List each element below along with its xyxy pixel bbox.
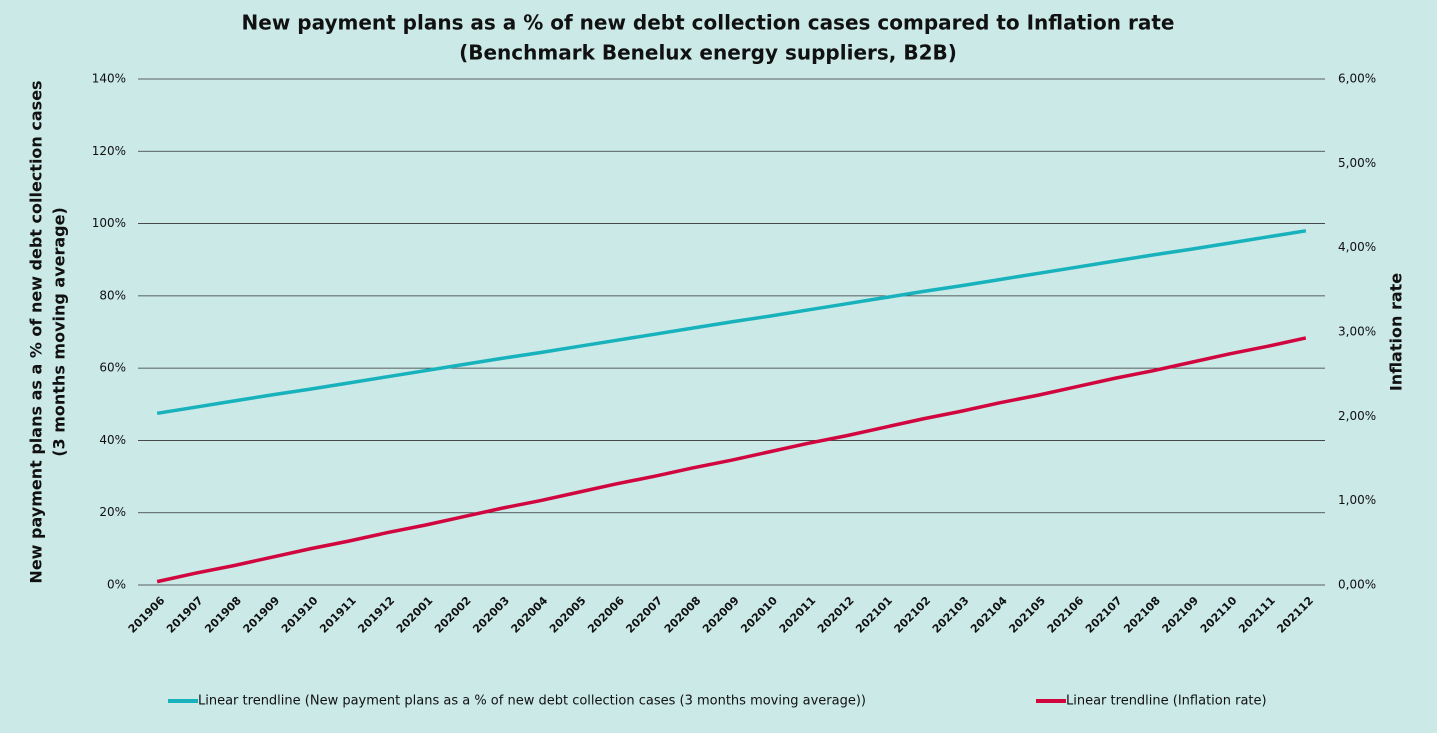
y-tick-label: 140% bbox=[92, 72, 126, 86]
legend-label: Linear trendline (Inflation rate) bbox=[1066, 694, 1267, 709]
y-tick-label: 60% bbox=[99, 361, 126, 375]
y-tick-label: 120% bbox=[92, 144, 126, 158]
y2-tick-label: 2,00% bbox=[1338, 409, 1376, 423]
y2-tick-label: 4,00% bbox=[1338, 240, 1376, 254]
y-tick-label: 40% bbox=[99, 433, 126, 447]
y2-tick-label: 1,00% bbox=[1338, 493, 1376, 507]
y-axis-title: New payment plans as a % of new debt col… bbox=[27, 80, 46, 583]
legend-label: Linear trendline (New payment plans as a… bbox=[198, 694, 866, 709]
y2-tick-label: 3,00% bbox=[1338, 325, 1376, 339]
chart-subtitle: (Benchmark Benelux energy suppliers, B2B… bbox=[459, 41, 957, 65]
y-tick-label: 0% bbox=[107, 578, 126, 592]
y2-axis-title: Inflation rate bbox=[1387, 273, 1406, 391]
y-axis-title: (3 months moving average) bbox=[50, 207, 69, 457]
trend-line bbox=[156, 229, 1307, 416]
y2-tick-label: 0,00% bbox=[1338, 578, 1376, 592]
chart-title: New payment plans as a % of new debt col… bbox=[242, 11, 1175, 35]
trend-line bbox=[156, 336, 1307, 584]
y2-tick-label: 5,00% bbox=[1338, 156, 1376, 170]
y-tick-label: 20% bbox=[99, 505, 126, 519]
y-tick-label: 100% bbox=[92, 216, 126, 230]
y2-tick-label: 6,00% bbox=[1338, 72, 1376, 86]
y-tick-label: 80% bbox=[99, 288, 126, 302]
